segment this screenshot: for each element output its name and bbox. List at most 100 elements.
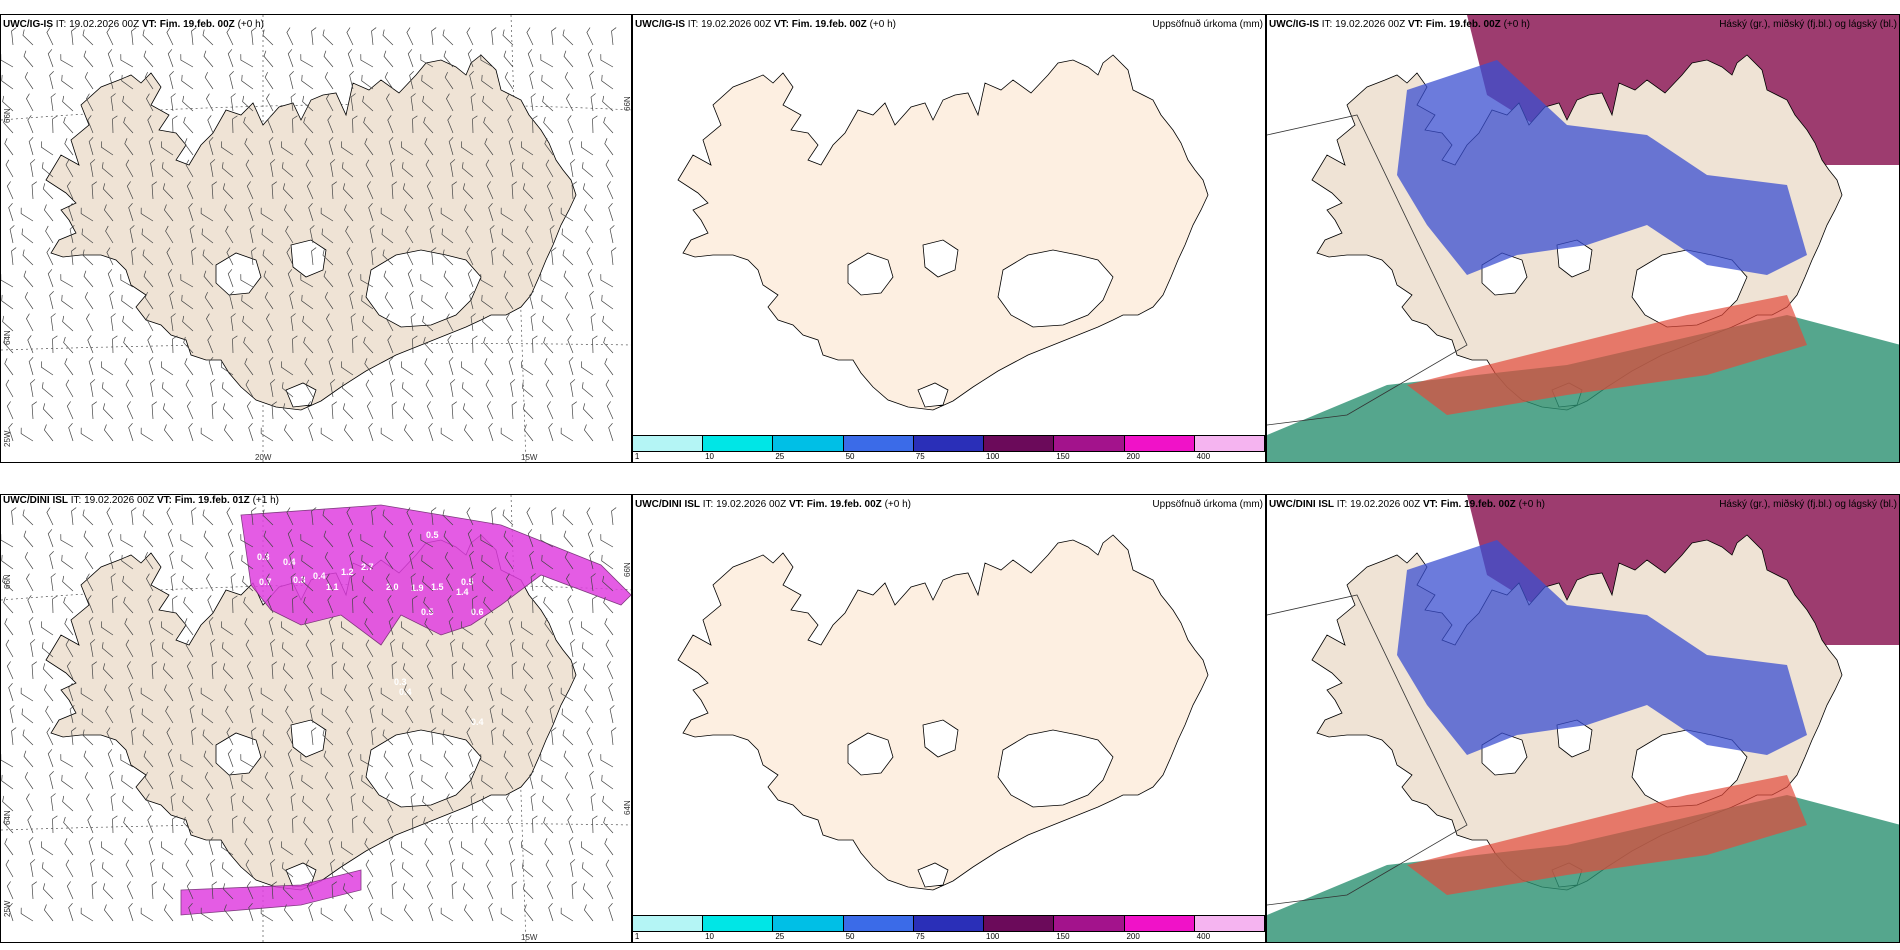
wind-barb (122, 315, 134, 332)
wind-barb (301, 74, 314, 90)
wind-barb (1, 74, 14, 90)
wind-barb (368, 903, 374, 922)
wind-barb (605, 639, 614, 658)
wind-barb (24, 771, 34, 790)
wind-barb (202, 29, 214, 46)
wind-barb (49, 291, 54, 310)
wind-barb (107, 49, 114, 68)
wind-barb (510, 379, 516, 398)
wind-barb (461, 141, 474, 156)
wind-barb (426, 401, 434, 420)
colorbar-swatch (1054, 436, 1125, 451)
wind-barb (106, 27, 114, 46)
wind-barb (343, 204, 354, 222)
wind-barb (251, 727, 257, 746)
wind-barb (362, 795, 374, 812)
wind-barb (49, 771, 54, 790)
wind-barb (423, 116, 434, 134)
wind-barb (8, 203, 14, 222)
wind-barb (66, 661, 74, 680)
wind-barb (564, 771, 574, 790)
wind-barb (508, 137, 514, 156)
precip-value-label: 0.3 (257, 552, 270, 562)
wind-barb (50, 313, 56, 332)
wind-barb (425, 379, 434, 398)
wind-barb (86, 573, 94, 592)
wind-barb (604, 838, 614, 856)
wind-barb (425, 859, 434, 878)
wind-barb (82, 729, 94, 746)
wind-barb (211, 401, 218, 420)
wind-barb (243, 816, 254, 834)
wind-barb (163, 904, 174, 922)
wind-barb (162, 403, 174, 420)
wind-barb (27, 115, 34, 134)
wind-barb (371, 247, 377, 266)
wind-barb (544, 618, 554, 636)
wind-barb (545, 859, 554, 878)
wind-barb (581, 382, 594, 398)
wind-barb (592, 115, 598, 134)
precip-value-label: 0.5 (549, 607, 562, 617)
wind-barb (507, 595, 514, 614)
precip-map-svg (677, 534, 1209, 891)
wind-barb (204, 291, 214, 310)
wind-barb (582, 883, 594, 900)
wind-barb (210, 379, 216, 398)
wind-barb (289, 771, 294, 790)
wind-barb (63, 336, 74, 354)
wind-barb (388, 837, 394, 856)
wind-barb (264, 771, 274, 790)
wind-barb (303, 116, 314, 134)
wind-barb (204, 71, 214, 90)
wind-barb (184, 838, 194, 856)
wind-barb (341, 841, 354, 856)
wind-barb (441, 228, 454, 244)
wind-barb (1, 754, 14, 768)
wind-barb (69, 705, 75, 724)
precip-value-label: 1.4 (456, 587, 469, 597)
wind-barb (383, 750, 394, 768)
wind-barb (41, 642, 54, 658)
wind-barb (543, 596, 554, 614)
wind-barb (41, 141, 54, 156)
wind-barb (342, 663, 354, 680)
wind-barb (570, 639, 576, 658)
wind-barb (30, 159, 36, 178)
wind-barb (146, 313, 154, 332)
wind-barb (483, 816, 494, 834)
wind-barb (91, 881, 98, 900)
wind-barb (22, 249, 34, 266)
wind-barb (447, 115, 454, 134)
wind-barb (166, 27, 174, 46)
precip-map-svg (677, 54, 1209, 411)
wind-barb (308, 683, 314, 702)
wind-barb (488, 903, 494, 922)
wind-barb (562, 29, 574, 46)
wind-barb (341, 361, 354, 376)
wind-barb (251, 247, 257, 266)
wind-barb (249, 705, 255, 724)
colorbar-tick-label: 50 (845, 452, 855, 461)
wind-barb (263, 530, 274, 548)
wind-barb (562, 509, 574, 526)
wind-barb (382, 509, 394, 526)
wind-barb (262, 509, 274, 526)
wind-barb (321, 228, 334, 244)
wind-barb (184, 138, 194, 156)
wind-barb (446, 573, 454, 592)
wind-barb (266, 93, 274, 112)
wind-barb (31, 181, 38, 200)
wind-map-svg (1, 15, 631, 462)
wind-barb (9, 705, 15, 724)
wind-barb (486, 661, 494, 680)
wind-barb (461, 642, 474, 658)
wind-barb (601, 774, 614, 790)
precip-value-label: 0.3 (406, 735, 419, 745)
wind-barb (567, 815, 574, 834)
wind-barb (245, 379, 254, 398)
wind-barb (251, 507, 257, 526)
wind-barb (181, 74, 194, 90)
wind-barb (467, 749, 474, 768)
wind-barb (5, 379, 14, 398)
